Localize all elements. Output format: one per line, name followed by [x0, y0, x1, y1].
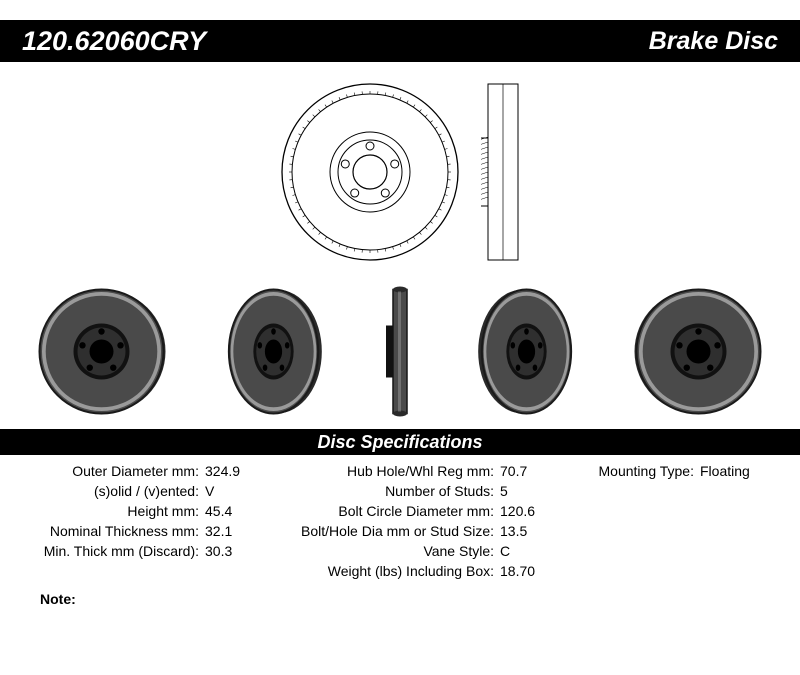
spec-label: Bolt Circle Diameter mm:	[270, 501, 500, 521]
spec-value: 32.1	[205, 521, 232, 541]
part-number: 120.62060CRY	[22, 26, 206, 57]
spec-row: Mounting Type:Floating	[570, 461, 790, 481]
spec-value: 120.6	[500, 501, 535, 521]
spec-value: Floating	[700, 461, 750, 481]
spec-column-middle: Hub Hole/Whl Reg mm:70.7Number of Studs:…	[270, 461, 570, 581]
spec-label: Vane Style:	[270, 541, 500, 561]
spec-label: Min. Thick mm (Discard):	[10, 541, 205, 561]
spec-value: 13.5	[500, 521, 527, 541]
spec-value: 30.3	[205, 541, 232, 561]
spec-row: Vane Style:C	[270, 541, 570, 561]
photo-edge	[378, 284, 422, 419]
spec-row: Number of Studs:5	[270, 481, 570, 501]
spec-label: Nominal Thickness mm:	[10, 521, 205, 541]
spec-value: V	[205, 481, 214, 501]
note-row: Note:	[0, 581, 800, 607]
spec-row: Bolt/Hole Dia mm or Stud Size:13.5	[270, 521, 570, 541]
note-label: Note:	[40, 591, 76, 607]
spec-row: Hub Hole/Whl Reg mm:70.7	[270, 461, 570, 481]
spec-value: 18.70	[500, 561, 535, 581]
spec-label: Mounting Type:	[570, 461, 700, 481]
spec-value: 45.4	[205, 501, 232, 521]
product-type: Brake Disc	[649, 27, 778, 56]
spec-label: (s)olid / (v)ented:	[10, 481, 205, 501]
spec-value: C	[500, 541, 510, 561]
product-photo-row	[0, 274, 800, 429]
spec-value: 70.7	[500, 461, 527, 481]
drawing-side-view	[481, 77, 525, 267]
spec-row: Bolt Circle Diameter mm:120.6	[270, 501, 570, 521]
spec-row: Min. Thick mm (Discard):30.3	[10, 541, 270, 561]
spec-label: Hub Hole/Whl Reg mm:	[270, 461, 500, 481]
photo-rear-angled	[459, 284, 594, 419]
spec-label: Outer Diameter mm:	[10, 461, 205, 481]
spec-column-right: Mounting Type:Floating	[570, 461, 790, 581]
spec-row: Weight (lbs) Including Box:18.70	[270, 561, 570, 581]
technical-drawing-area	[0, 62, 800, 274]
spec-title: Disc Specifications	[317, 432, 482, 453]
photo-rear-flat	[631, 284, 766, 419]
spec-value: 324.9	[205, 461, 240, 481]
spec-title-bar: Disc Specifications	[0, 429, 800, 455]
header-bar: 120.62060CRY Brake Disc	[0, 20, 800, 62]
spec-label: Weight (lbs) Including Box:	[270, 561, 500, 581]
specs-area: Outer Diameter mm:324.9(s)olid / (v)ente…	[0, 455, 800, 581]
spec-row: Height mm:45.4	[10, 501, 270, 521]
spec-label: Bolt/Hole Dia mm or Stud Size:	[270, 521, 500, 541]
spec-row: Nominal Thickness mm:32.1	[10, 521, 270, 541]
spec-value: 5	[500, 481, 508, 501]
spec-row: Outer Diameter mm:324.9	[10, 461, 270, 481]
spec-column-left: Outer Diameter mm:324.9(s)olid / (v)ente…	[10, 461, 270, 581]
spec-label: Number of Studs:	[270, 481, 500, 501]
photo-front-flat	[34, 284, 169, 419]
drawing-front-view	[275, 77, 465, 267]
photo-front-angled	[206, 284, 341, 419]
spec-row: (s)olid / (v)ented:V	[10, 481, 270, 501]
spec-label: Height mm:	[10, 501, 205, 521]
